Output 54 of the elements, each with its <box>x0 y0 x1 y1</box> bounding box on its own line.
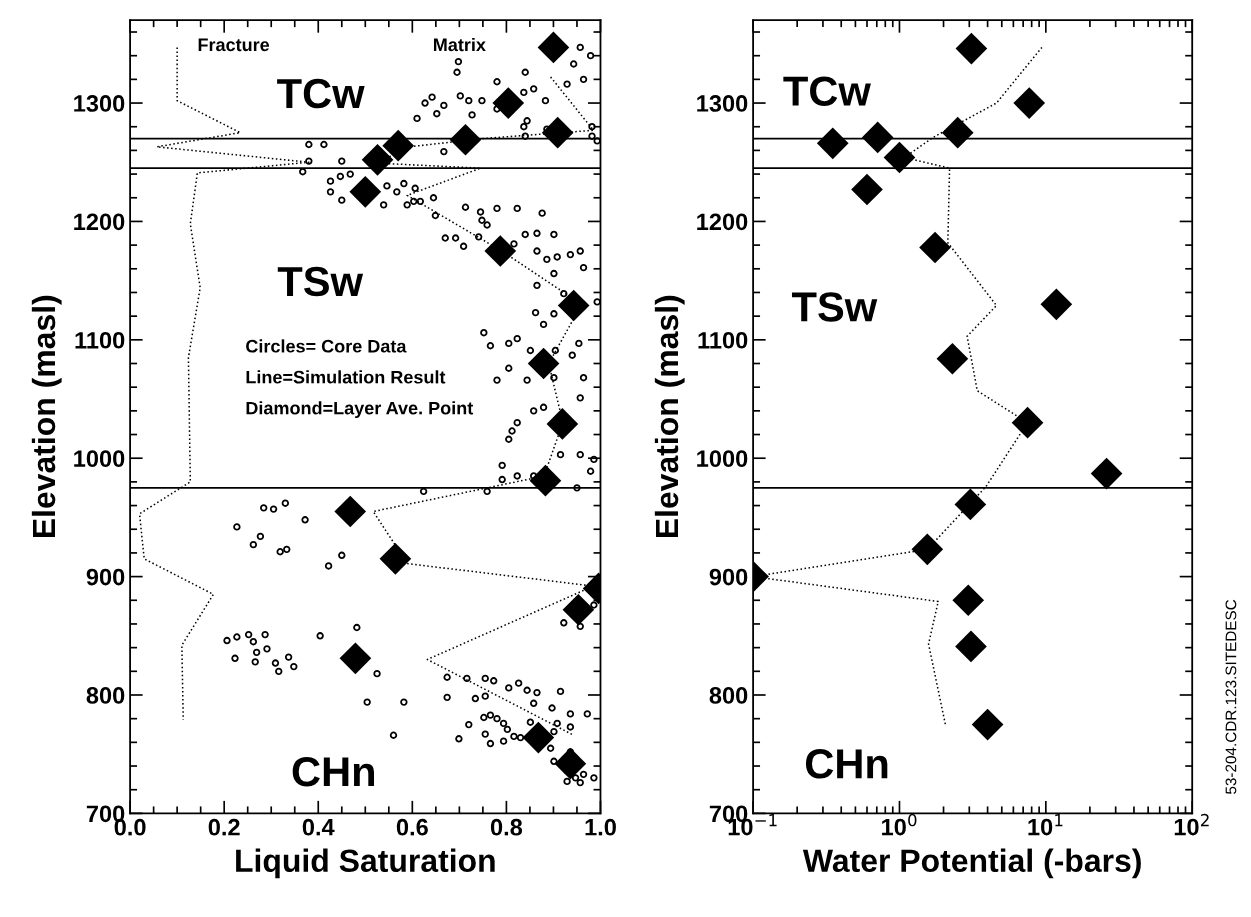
y-tick-label: 1200 <box>74 213 125 231</box>
x-tick-label: 0.4 <box>302 818 335 836</box>
y-tick-label: 1300 <box>697 95 748 112</box>
annotation: TCw <box>277 78 365 109</box>
point <box>554 747 587 780</box>
text: 53-204.CDR.123.SITEDESC <box>1225 599 1237 794</box>
point <box>361 144 394 176</box>
x-tick-label: 0.2 <box>208 818 240 836</box>
point <box>339 642 372 675</box>
point <box>334 495 367 528</box>
point <box>492 87 525 119</box>
y-tick-label: 900 <box>709 568 748 586</box>
y-tick-label: 900 <box>86 568 125 586</box>
annotation: Diamond=Layer Ave. Point <box>246 401 474 419</box>
x-axis-title: Liquid Saturation <box>236 848 495 879</box>
y-axis-title: Elevation (masl) <box>654 295 685 538</box>
annotation: TSw <box>277 266 364 297</box>
point <box>349 176 382 208</box>
y-tick-label: 1200 <box>697 213 748 231</box>
y-tick-label: 1300 <box>74 95 125 112</box>
annotation: Line=Simulation Result <box>246 370 446 384</box>
annotation: TCw <box>783 76 871 106</box>
y-tick-label: 1100 <box>698 331 748 349</box>
annotation: CHn <box>292 756 375 787</box>
point <box>562 593 595 626</box>
point <box>541 116 574 149</box>
annotation: Matrix <box>433 37 486 52</box>
x-tick-label: 0.6 <box>396 818 428 836</box>
point <box>557 289 590 322</box>
y-tick-label: 800 <box>86 687 125 704</box>
point <box>522 721 555 754</box>
point <box>449 123 482 156</box>
point <box>546 408 579 440</box>
annotation: Fracture <box>198 38 270 52</box>
y-tick-label: 1100 <box>75 331 125 349</box>
annotation: TSw <box>791 292 878 322</box>
point <box>382 129 415 162</box>
x-tick-label: 0.8 <box>490 818 523 836</box>
annotation: Circles= Core Data <box>246 339 407 353</box>
x-tick-label: 10$^{1}$ <box>1028 814 1063 836</box>
annotation: CHn <box>805 749 888 779</box>
point <box>529 464 562 497</box>
x-axis-title: Water Potential (-bars) <box>802 848 1141 879</box>
x-tick-label: 10$^{2}$ <box>1174 813 1209 836</box>
x-tick-label: 10$^{0}$ <box>882 813 917 836</box>
y-tick-label: 800 <box>709 687 748 704</box>
x-tick-label: 1.0 <box>585 818 616 836</box>
y-tick-label: 1000 <box>697 450 748 467</box>
y-tick-label: 1000 <box>74 450 125 467</box>
point <box>379 543 412 575</box>
y-axis-title: Elevation (masl) <box>31 295 62 538</box>
point <box>484 235 517 267</box>
point <box>537 31 570 64</box>
point <box>527 347 560 380</box>
